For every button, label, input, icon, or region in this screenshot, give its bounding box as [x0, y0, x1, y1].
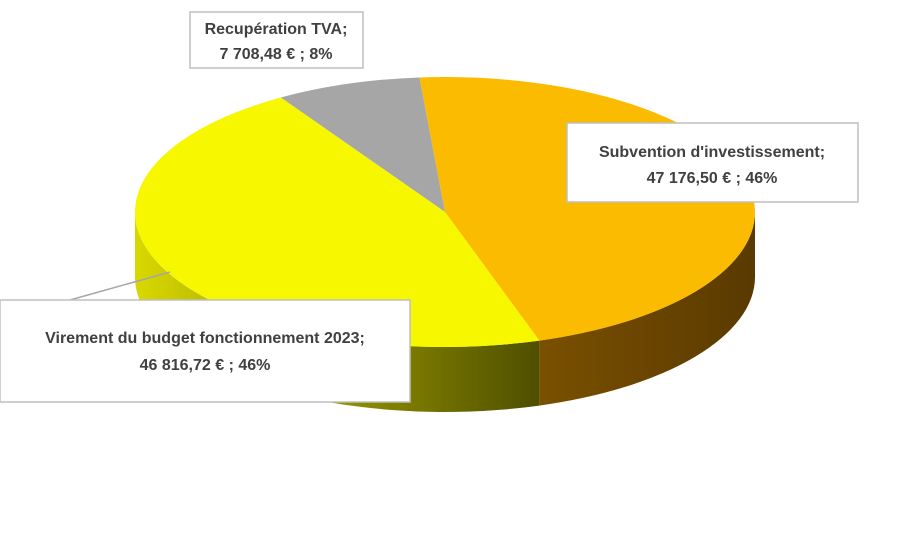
value-label: 47 176,50 € ; 46%: [647, 170, 778, 187]
category-label: Recupération TVA;: [205, 21, 348, 38]
value-label: 7 708,48 € ; 8%: [220, 46, 333, 63]
leader-line: [69, 271, 171, 301]
label-box: [189, 11, 364, 69]
slice: [135, 97, 540, 348]
labels: Recupération TVA; 7 708,48 € ; 8% Subventi…: [0, 11, 859, 403]
category-label: Virement du budget fonctionnement 2023;: [45, 330, 365, 347]
slice: [280, 77, 445, 212]
category-label: Subvention d'investissement;: [599, 144, 825, 161]
slice-side: [539, 212, 755, 406]
value-label: 46 816,72 € ; 46%: [140, 357, 271, 374]
label-box: [566, 122, 859, 203]
label-box: [0, 299, 411, 403]
